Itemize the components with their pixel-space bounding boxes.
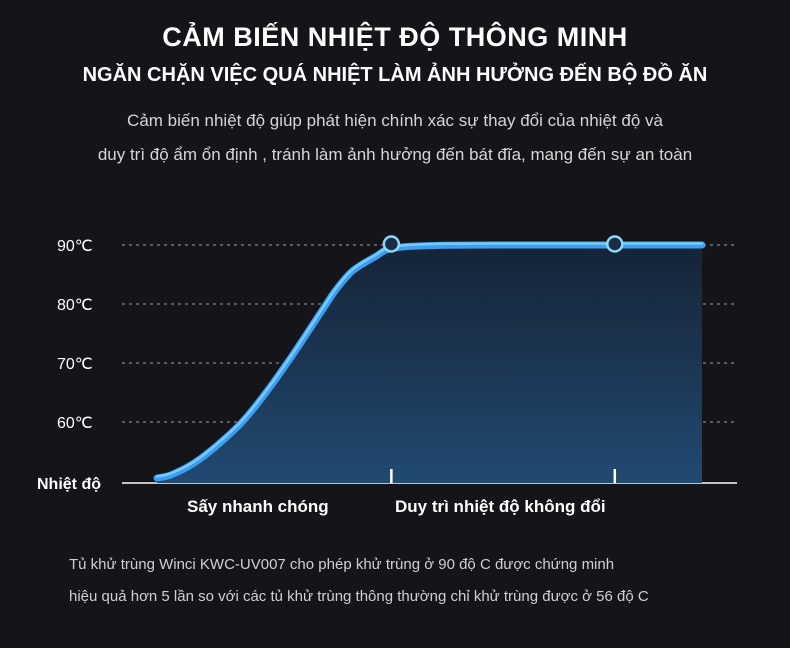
series-line-highlight — [155, 242, 704, 478]
marker-point — [382, 235, 401, 253]
footer-line-1: Tủ khử trùng Winci KWC-UV007 cho phép kh… — [69, 556, 615, 573]
phase-label: Sấy nhanh chóng — [187, 497, 329, 516]
y-tick-label: 60℃ — [57, 415, 93, 432]
y-tick-label: 80℃ — [57, 297, 93, 314]
y-axis-label: Nhiệt độ — [37, 476, 101, 493]
page-subtitle: NGĂN CHẶN VIỆC QUÁ NHIỆT LÀM ẢNH HƯỞNG Đ… — [82, 64, 708, 86]
y-tick-label: 90℃ — [57, 238, 93, 255]
description-line-1: Cảm biến nhiệt độ giúp phát hiện chính x… — [127, 111, 663, 130]
area-fill — [157, 244, 702, 483]
marker-point — [606, 235, 624, 253]
description-line-2: duy trì độ ẩm ổn định , tránh làm ảnh hư… — [97, 145, 693, 164]
y-tick-label: 70℃ — [57, 356, 93, 373]
footer-line-2: hiệu quả hơn 5 lần so với các tủ khử trù… — [69, 588, 649, 605]
phase-label: Duy trì nhiệt độ không đổi — [395, 497, 606, 516]
page-title: CẢM BIẾN NHIỆT ĐỘ THÔNG MINH — [162, 22, 628, 52]
